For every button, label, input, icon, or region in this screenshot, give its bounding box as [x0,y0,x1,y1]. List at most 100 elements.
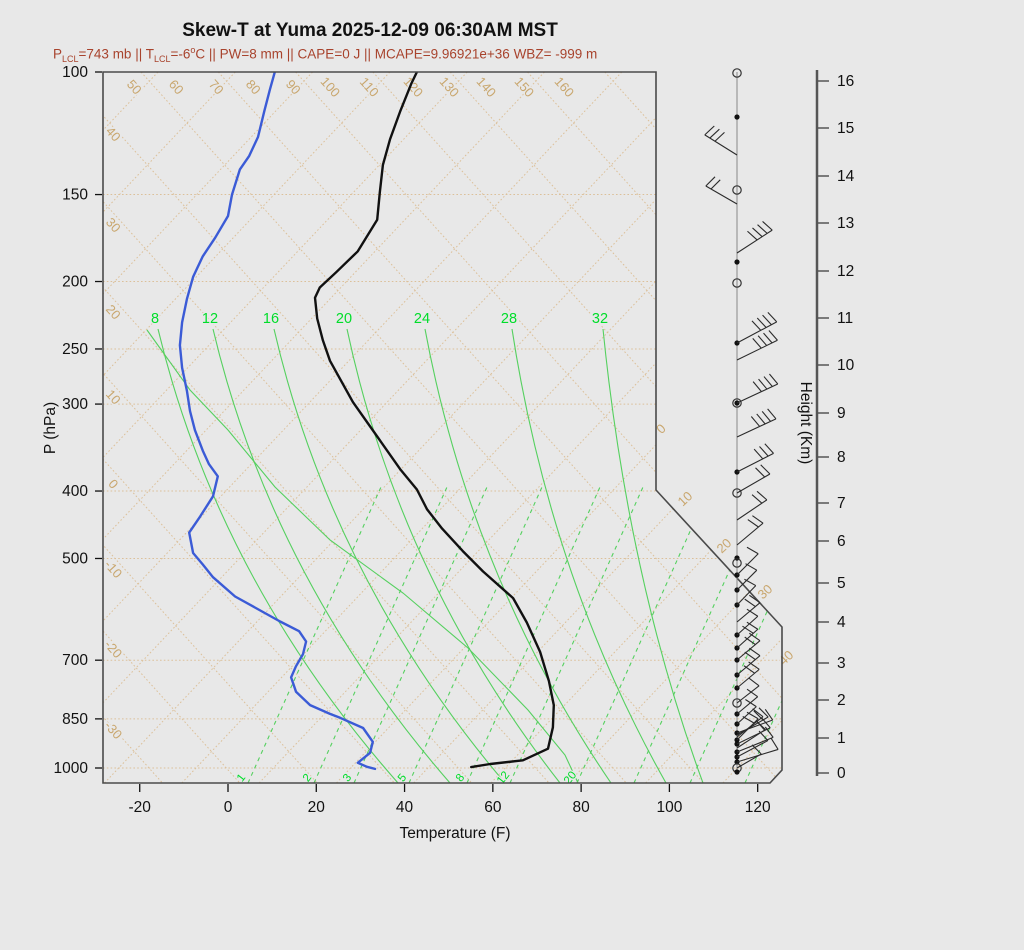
tan-grid-line [103,72,395,783]
subtitle-segment: =-6 [170,46,191,62]
temperature-tick-label: 60 [484,799,502,816]
moist-adiabat-label: 12 [202,311,218,327]
wind-barb [734,632,761,663]
tan-grid-label: 140 [474,74,500,100]
height-tick-label: 11 [837,310,853,327]
tan-grid-line [0,72,81,783]
height-tick-label: 10 [837,357,855,374]
mixing-ratio-label: 12 [495,769,512,786]
height-tick-label: 0 [837,765,846,782]
moist-adiabat-label: 8 [151,311,159,327]
pressure-tick-label: 200 [62,274,88,291]
moist-adiabat-line [424,328,612,783]
wind-barb [734,647,761,678]
wind-barb-column [704,68,779,775]
tan-grid-label: 90 [283,77,304,98]
plot-interior: 50 60 70 80 90 100 110 120 130 140 150 160403020100… [0,72,782,786]
pressure-tick-label: 500 [62,550,88,567]
tan-grid-line [103,72,704,783]
pressure-tick-label: 700 [62,652,88,669]
temperature-axis: -20 0 20 40 60 80 100 120 Temperature (F) [129,784,771,842]
tan-grid-line [104,72,777,783]
height-tick-label: 14 [837,168,855,185]
tan-grid-line [527,72,782,783]
dewpoint-curve [178,72,377,771]
wetbulb-trace-line [146,329,579,783]
height-tick-label: 6 [837,533,846,550]
temperature-tick-label: 80 [572,799,590,816]
chart-title: Skew-T at Yuma 2025-12-09 06:30AM MST [182,20,558,41]
moist-adiabat-line [511,328,667,783]
pressure-tick-label: 1000 [54,760,89,777]
wind-barb [736,594,761,623]
tan-grid-label: 50 [124,77,145,98]
wind-barb [734,311,778,346]
moist-adiabat-line [212,328,451,783]
wind-barb [732,185,742,195]
height-tick-label: 16 [837,73,854,90]
pressure-tick-label: 400 [62,483,88,500]
pressure-tick-label: 150 [62,187,88,204]
tan-grid-label: 130 [437,74,463,100]
tan-grid-line [103,72,241,783]
moist-adiabat-label: 32 [592,311,608,327]
temperature-tick-label: 20 [308,799,326,816]
tan-grid-label: 40 [103,124,124,145]
tan-grid-label: 30 [755,581,776,602]
tan-grid-label: 100 [318,74,344,100]
tan-grid-label: -10 [101,557,125,581]
tan-grid-line [413,72,782,783]
pressure-tick-label: 100 [62,64,88,81]
wind-barb [736,408,777,438]
subtitle-segment: C || PW=8 mm || CAPE=0 J || MCAPE=9.9692… [195,46,598,62]
tan-grid-label: 40 [776,647,797,668]
moist-adiabat-line [157,328,399,783]
wind-barb [732,464,771,498]
tan-grid-label: 60 [166,77,187,98]
mixing-ratio-label: 20 [562,769,579,786]
temperature-tick-label: 100 [656,799,682,816]
moist-adiabat-label: 20 [336,311,352,327]
height-tick-label: 8 [837,449,846,466]
wind-barb [734,608,759,638]
tan-grid-labels: 50 60 70 80 90 100 110 120 130 140 150 160403020100… [101,72,579,743]
tan-grid-line [645,72,782,783]
wind-barb [736,515,764,546]
height-tick-label: 1 [837,730,846,747]
wind-barb [704,125,738,156]
mixing-ratio-line [744,486,782,783]
wind-barb [736,330,778,361]
isotherm-adiabat-grid [0,72,782,783]
mixing-ratio-line [689,486,782,783]
subtitle-segment: P [53,46,63,62]
tan-grid-label: 10 [675,488,696,509]
subtitle-segment: LCL [153,54,171,65]
tan-grid-line [372,72,782,783]
wind-barb [732,373,779,408]
tan-grid-line [103,72,468,783]
tan-grid-label: 20 [714,535,735,556]
height-tick-label: 12 [837,263,854,280]
height-tick-label: 5 [837,575,846,592]
height-tick-label: 7 [837,495,846,512]
tan-grid-line [722,72,782,783]
wind-barb [732,558,742,568]
wind-barb [734,730,769,760]
wind-barb [732,677,760,708]
pressure-tick-label: 300 [62,396,88,413]
subtitle-segment: =743 mb || T [78,46,154,62]
subtitle-segment: LCL [62,54,79,65]
tan-grid-line [103,72,623,783]
pressure-axis-title: P (hPa) [42,402,59,454]
tan-grid-line [103,72,627,783]
plot-border [102,71,783,784]
wind-barb [705,176,738,205]
wind-barb [732,278,742,288]
wind-barb [734,578,757,608]
tan-grid-label: -20 [101,637,125,661]
mixing-ratio-line [247,486,382,783]
pressure-tick-label: 850 [62,711,88,728]
wind-barb [734,114,740,120]
tan-grid-line [103,72,550,783]
